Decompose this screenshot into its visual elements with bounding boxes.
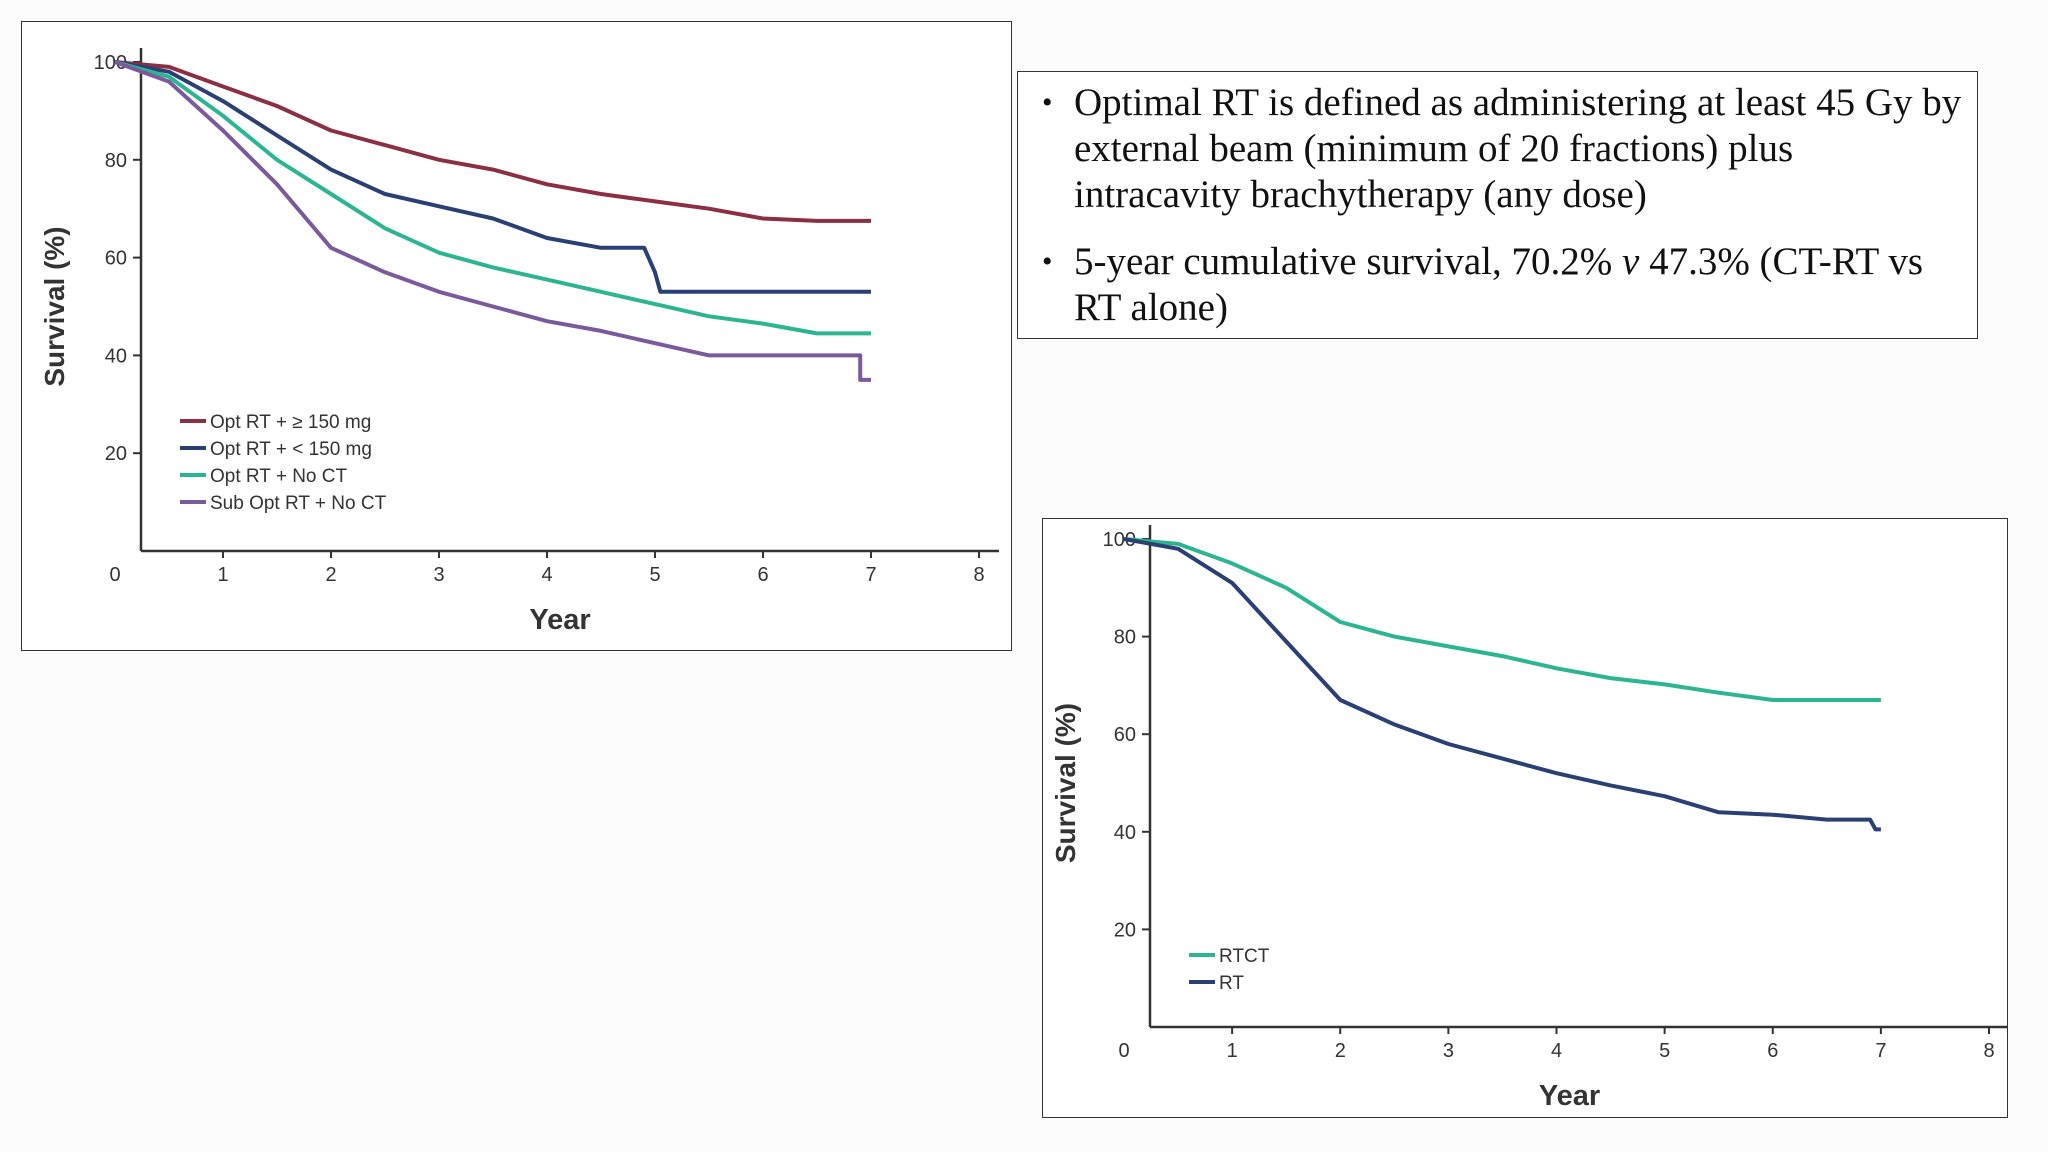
x-tick-label: 4 [1551, 1040, 1562, 1062]
note-text-survival-pre: 5-year cumulative survival, 70.2% [1074, 240, 1622, 283]
bullet-icon: • [1042, 86, 1053, 119]
series-line [114, 60, 871, 336]
note-text-optimal-rt: Optimal RT is defined as administering a… [1074, 81, 1962, 216]
legend-label: Opt RT + ≥ 150 mg [210, 412, 371, 433]
x-tick-label: 2 [1335, 1040, 1346, 1062]
y-tick-label: 20 [105, 443, 127, 465]
x-tick-label: 8 [1983, 1040, 1994, 1062]
note-text-versus: v [1622, 240, 1640, 283]
note-item-optimal-rt: • Optimal RT is defined as administering… [1028, 80, 1963, 218]
y-tick-label: 80 [105, 150, 127, 172]
x-axis-title: Year [1539, 1080, 1600, 1112]
x-tick-label: 3 [1443, 1040, 1454, 1062]
series-line [114, 60, 871, 382]
x-tick-label: 6 [757, 564, 768, 586]
y-tick-label: 80 [1114, 627, 1136, 649]
note-text-survival-post: 47.3% (CT-RT vs RT alone) [1074, 240, 1923, 329]
legend-label: Opt RT + No CT [210, 466, 347, 487]
x-tick-label: 2 [325, 564, 336, 586]
series-line [114, 60, 871, 223]
y-axis-title: Survival (%) [39, 226, 70, 386]
x-tick-label: 1 [217, 564, 228, 586]
chart-svg-subgroups: 0 1 2 3 4 5 6 7 8 20 40 60 80 100 Year Survival (%) Opt … [39, 48, 999, 636]
y-axis-title: Survival (%) [1050, 703, 1081, 863]
y-tick-label: 20 [1114, 919, 1136, 941]
x-tick-label: 5 [649, 564, 660, 586]
legend-label: Opt RT + < 150 mg [210, 439, 372, 460]
y-tick-label: 60 [1114, 724, 1136, 746]
series-line [1123, 537, 1881, 832]
legend-label: RT [1219, 973, 1244, 994]
x-tick-label: 8 [973, 564, 984, 586]
x-tick-label: 5 [1659, 1040, 1670, 1062]
x-tick-label: 7 [1875, 1040, 1886, 1062]
y-tick-label: 100 [94, 52, 127, 74]
chart-svg-rtct-vs-rt: 0 1 2 3 4 5 6 7 8 20 40 60 80 100 Year Survival (%) RTCT… [1050, 525, 2007, 1112]
series-line [114, 60, 871, 294]
legend-label: Sub Opt RT + No CT [210, 493, 387, 514]
y-tick-label: 40 [1114, 822, 1136, 844]
x-tick-label: 0 [109, 564, 120, 586]
note-item-survival: • 5-year cumulative survival, 70.2% v 47… [1028, 239, 1963, 331]
x-tick-label: 7 [865, 564, 876, 586]
x-tick-label: 0 [1118, 1040, 1129, 1062]
series-line [1123, 537, 1881, 702]
x-tick-label: 4 [541, 564, 552, 586]
x-tick-label: 1 [1227, 1040, 1238, 1062]
survival-chart-subgroups: 0 1 2 3 4 5 6 7 8 20 40 60 80 100 Year Survival (%) Opt … [21, 21, 1012, 651]
legend-label: RTCT [1219, 946, 1270, 967]
y-tick-label: 100 [1103, 529, 1136, 551]
bullet-icon: • [1042, 245, 1053, 278]
y-tick-label: 40 [105, 345, 127, 367]
notes-box: • Optimal RT is defined as administering… [1017, 71, 1978, 339]
survival-chart-rtct-vs-rt: 0 1 2 3 4 5 6 7 8 20 40 60 80 100 Year Survival (%) RTCT… [1042, 518, 2008, 1118]
notes-list: • Optimal RT is defined as administering… [1028, 80, 1963, 331]
y-tick-label: 60 [105, 248, 127, 270]
x-tick-label: 6 [1767, 1040, 1778, 1062]
x-tick-label: 3 [433, 564, 444, 586]
x-axis-title: Year [529, 604, 590, 636]
